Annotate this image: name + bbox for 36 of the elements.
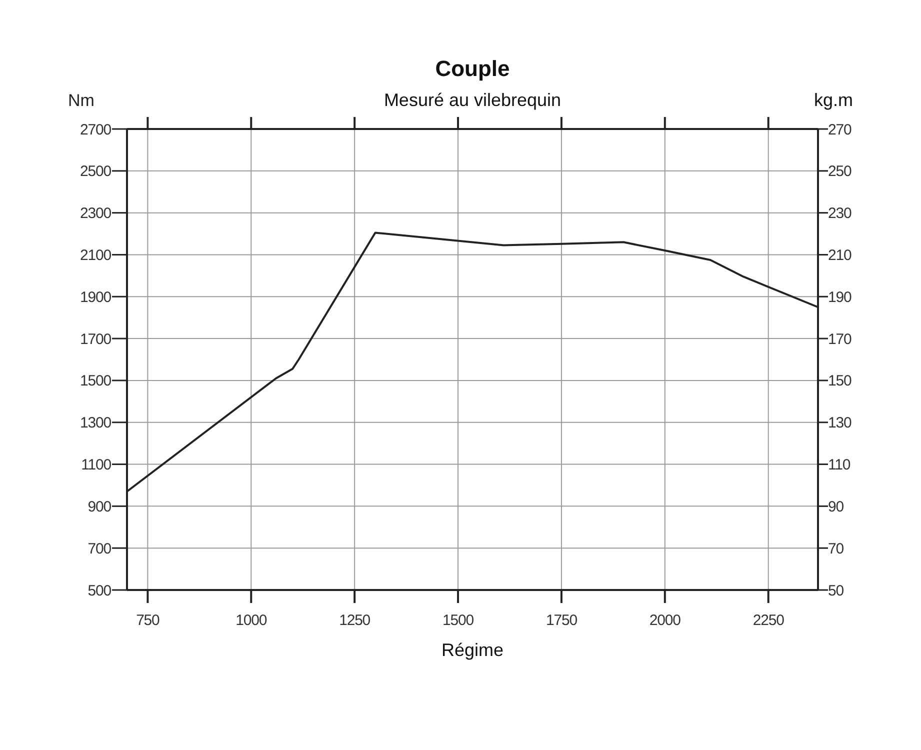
y-tick-label: 2500 — [80, 163, 112, 180]
y-tick-label: 1700 — [80, 330, 112, 348]
y2-tick-label: 270 — [828, 121, 852, 138]
y2-tick-label: 110 — [828, 456, 850, 474]
y2-tick-label: 70 — [828, 540, 844, 558]
y2-tick-label: 90 — [828, 498, 844, 516]
x-tick-label: 1250 — [339, 612, 370, 629]
x-tick-label: 750 — [136, 612, 160, 629]
y-tick-label: 2300 — [80, 205, 112, 222]
x-tick-label: 1500 — [442, 612, 474, 629]
y-tick-label: 1300 — [80, 414, 112, 432]
x-tick-label: 1000 — [236, 612, 267, 629]
x-tick-label: 1750 — [546, 612, 578, 629]
y-tick-label: 500 — [88, 582, 112, 600]
y-tick-label: 1500 — [80, 372, 112, 390]
y-tick-label: 900 — [88, 498, 112, 516]
y-tick-label: 1900 — [80, 288, 112, 306]
x-axis-title: Régime — [441, 640, 504, 660]
chart-subtitle: Mesuré au vilebrequin — [384, 90, 562, 110]
y-tick-label: 2700 — [80, 121, 112, 138]
y-tick-label: 1100 — [81, 456, 112, 474]
y2-axis-title: kg.m — [814, 90, 853, 110]
x-tick-label: 2000 — [649, 612, 681, 629]
y2-tick-label: 230 — [828, 205, 852, 222]
y2-tick-label: 150 — [828, 372, 852, 390]
y2-tick-label: 50 — [828, 582, 844, 600]
x-tick-label: 2250 — [752, 612, 784, 629]
y2-tick-label: 250 — [828, 163, 852, 180]
y2-tick-label: 210 — [828, 246, 852, 264]
y2-tick-label: 130 — [828, 414, 852, 432]
y2-tick-label: 190 — [828, 288, 852, 306]
y-tick-label: 700 — [88, 540, 112, 558]
y-tick-label: 2100 — [80, 246, 112, 264]
y-axis-title: Nm — [68, 91, 94, 110]
chart-title: Couple — [435, 56, 510, 81]
y2-tick-label: 170 — [828, 330, 852, 348]
